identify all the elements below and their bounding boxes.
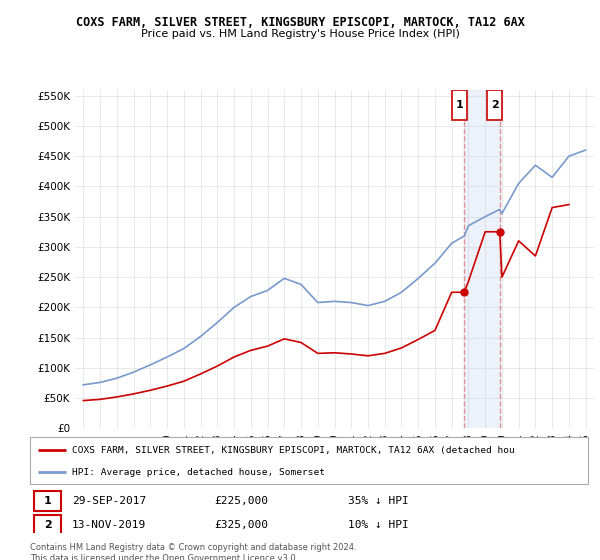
Text: COXS FARM, SILVER STREET, KINGSBURY EPISCOPI, MARTOCK, TA12 6AX (detached hou: COXS FARM, SILVER STREET, KINGSBURY EPIS… [72,446,515,455]
Text: 35% ↓ HPI: 35% ↓ HPI [348,496,409,506]
Bar [452,90,467,120]
Text: £325,000: £325,000 [214,520,268,530]
Bar [34,491,61,511]
Bar [487,90,502,120]
Text: 13-NOV-2019: 13-NOV-2019 [72,520,146,530]
Text: 1: 1 [44,496,52,506]
Text: COXS FARM, SILVER STREET, KINGSBURY EPISCOPI, MARTOCK, TA12 6AX: COXS FARM, SILVER STREET, KINGSBURY EPIS… [76,16,524,29]
Text: £225,000: £225,000 [214,496,268,506]
Bar [34,515,61,535]
Text: Price paid vs. HM Land Registry's House Price Index (HPI): Price paid vs. HM Land Registry's House … [140,29,460,39]
Text: 29-SEP-2017: 29-SEP-2017 [72,496,146,506]
Text: 2: 2 [491,100,499,110]
Text: Contains HM Land Registry data © Crown copyright and database right 2024.
This d: Contains HM Land Registry data © Crown c… [30,543,356,560]
Text: 2: 2 [44,520,52,530]
Bar [464,90,500,428]
Text: 10% ↓ HPI: 10% ↓ HPI [348,520,409,530]
Text: 1: 1 [455,100,463,110]
Text: HPI: Average price, detached house, Somerset: HPI: Average price, detached house, Some… [72,468,325,477]
